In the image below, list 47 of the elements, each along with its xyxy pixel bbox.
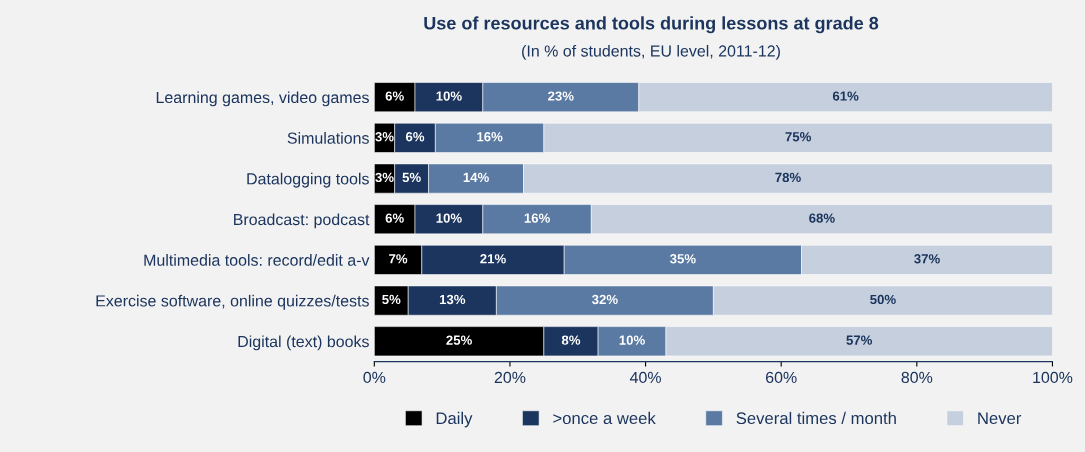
x-tick-label: 40%: [629, 371, 661, 384]
data-label: 68%: [809, 213, 835, 223]
data-label: 6%: [405, 132, 425, 142]
data-label: 5%: [402, 172, 421, 183]
legend-label: Several times / month: [736, 411, 896, 425]
data-label: 3%: [375, 132, 394, 142]
data-label: 14%: [463, 172, 489, 183]
data-label: 5%: [382, 294, 401, 305]
data-label: 50%: [870, 294, 896, 305]
data-label: 21%: [480, 254, 506, 264]
data-label: 57%: [846, 335, 873, 345]
y-tick-label: Learning games, video games: [156, 91, 369, 107]
x-tick-label: 60%: [766, 371, 797, 384]
data-label: 25%: [446, 335, 472, 345]
data-label: 75%: [785, 132, 812, 142]
y-tick-label: Simulations: [287, 132, 369, 144]
data-label: 61%: [832, 91, 859, 101]
y-tick-label: Multimedia tools: record/edit a-v: [144, 254, 370, 266]
data-label: 6%: [385, 91, 404, 101]
data-label: 3%: [375, 172, 394, 183]
x-tick-label: 80%: [901, 371, 933, 384]
data-label: 6%: [385, 213, 404, 223]
x-tick-label: 0%: [363, 371, 386, 384]
legend-label: Never: [978, 412, 1022, 425]
y-tick-label: Datalogging tools: [247, 172, 369, 188]
data-label: 35%: [669, 254, 696, 264]
y-tick-label: Digital (text) books: [238, 335, 369, 351]
x-tick-label: 100%: [1033, 371, 1073, 384]
legend-label: >once a week: [553, 411, 656, 425]
data-label: 7%: [389, 254, 408, 264]
data-label: 16%: [524, 213, 550, 223]
y-tick-label: Exercise software, online quizzes/tests: [96, 294, 369, 310]
chart-subtitle: (In % of students, EU level, 2011-12): [522, 44, 780, 60]
data-label: 32%: [591, 294, 618, 305]
legend-label: Daily: [436, 411, 473, 428]
x-tick-label: 20%: [494, 371, 526, 384]
data-label: 78%: [775, 172, 801, 183]
data-label: 13%: [439, 294, 466, 305]
data-label: 10%: [619, 335, 645, 345]
data-label: 23%: [548, 91, 574, 101]
data-label: 10%: [436, 213, 462, 223]
data-label: 10%: [436, 91, 462, 101]
data-label: 8%: [561, 335, 581, 345]
y-tick-label: Broadcast: podcast: [234, 213, 370, 229]
data-label: 16%: [477, 132, 503, 142]
chart-title: Use of resources and tools during lessons at grade 8: [424, 16, 879, 34]
data-label: 37%: [914, 254, 940, 264]
